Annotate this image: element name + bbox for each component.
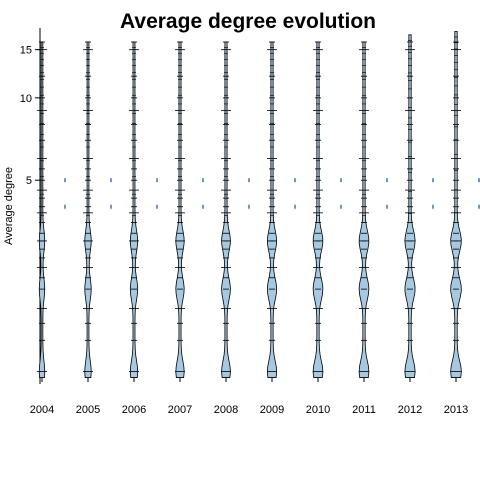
x-tick-label: 2004 — [30, 404, 54, 416]
x-tick-label: 2010 — [306, 404, 330, 416]
bean-2009 — [266, 41, 278, 378]
bean-2010 — [312, 41, 324, 378]
x-tick-label: 2008 — [214, 404, 238, 416]
x-tick-label: 2006 — [122, 404, 146, 416]
bean-2005 — [84, 41, 92, 378]
y-axis-label: Average degree — [3, 167, 15, 245]
bean-2008 — [221, 41, 231, 378]
bean-2007 — [175, 41, 185, 378]
x-tick-label: 2009 — [260, 404, 284, 416]
x-tick-label: 2007 — [168, 404, 192, 416]
x-tick-label: 2012 — [398, 404, 422, 416]
x-tick-label: 2005 — [76, 404, 100, 416]
bean-2011 — [358, 41, 370, 378]
y-tick-label: 5 — [26, 175, 32, 187]
plot-area: 5 10 15 2004 2005 2006 2007 2008 2009 2010 2011 201… — [20, 28, 480, 416]
x-tick-label: 2013 — [444, 404, 468, 416]
y-tick-label: 10 — [20, 93, 32, 105]
bean-2006 — [129, 41, 139, 378]
x-tick-label: 2011 — [352, 404, 376, 416]
bean-2012 — [404, 34, 416, 378]
y-tick-label: 15 — [20, 45, 32, 57]
chart-title: Average degree evolution — [120, 10, 376, 33]
bean-2013 — [450, 30, 462, 378]
